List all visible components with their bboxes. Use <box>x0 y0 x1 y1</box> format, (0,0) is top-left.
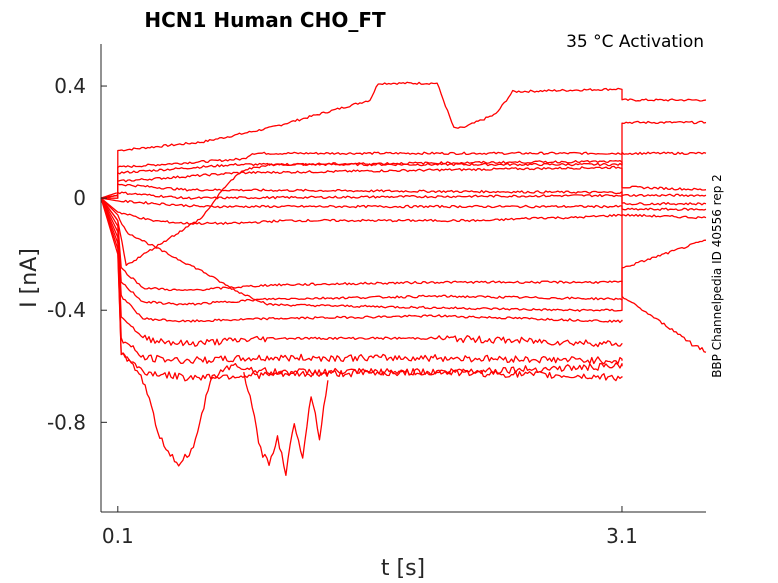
y-axis-ticks: 0.4 0 -0.4 -0.8 <box>47 74 107 434</box>
trace-line-8 <box>100 197 707 225</box>
trace-line-10 <box>100 159 707 353</box>
trace-line-6 <box>101 191 707 206</box>
trace-line-15 <box>100 197 623 365</box>
trace-line-13 <box>100 197 623 324</box>
side-annotation: BBP Channelpedia ID 40556 rep 2 <box>710 174 724 378</box>
trace-line-7 <box>100 197 707 212</box>
trace-line-16 <box>100 197 623 382</box>
trace-line-11 <box>100 197 623 292</box>
trace-line-1 <box>100 81 707 199</box>
y-tick-label: -0.8 <box>47 410 86 434</box>
trace-line-12 <box>100 197 623 306</box>
chart-title: HCN1 Human CHO_FT <box>144 8 386 32</box>
trace-line-14 <box>100 197 623 348</box>
x-axis-label: t [s] <box>381 556 425 581</box>
x-tick-label: 3.1 <box>606 524 638 548</box>
trace-line-4 <box>100 165 707 199</box>
trace-line-18 <box>243 371 329 477</box>
plot-area <box>100 81 707 477</box>
y-tick-label: 0 <box>73 186 86 210</box>
y-axis-label: I [nA] <box>17 248 42 308</box>
y-tick-label: -0.4 <box>47 298 86 322</box>
trace-line-9 <box>100 197 707 312</box>
trace-line-5 <box>100 183 707 199</box>
x-axis-ticks: 0.1 3.1 <box>102 506 638 548</box>
chart-subtitle: 35 °C Activation <box>566 32 704 52</box>
trace-line-2 <box>101 120 707 199</box>
trace-line-17 <box>100 197 623 467</box>
y-tick-label: 0.4 <box>54 74 86 98</box>
x-tick-label: 0.1 <box>102 524 134 548</box>
